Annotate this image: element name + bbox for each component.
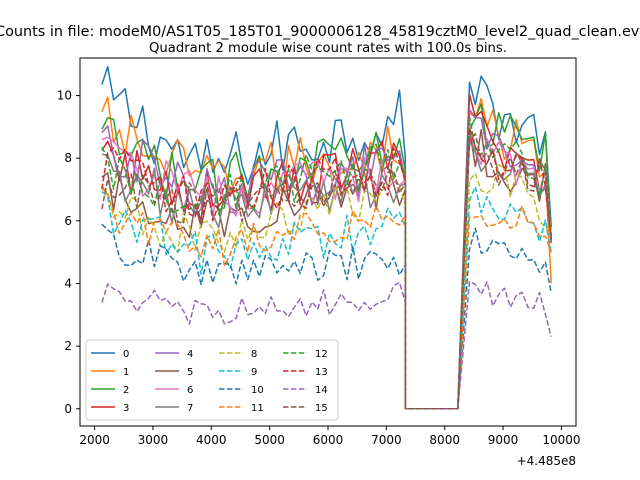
y-tick-label: 8 — [64, 151, 72, 165]
x-tick-label: 4000 — [196, 433, 227, 447]
y-tick-label: 6 — [64, 214, 72, 228]
legend-label-12: 12 — [315, 349, 328, 360]
x-tick-label: 8000 — [429, 433, 460, 447]
series-line-15 — [101, 133, 552, 410]
legend-label-1: 1 — [123, 367, 129, 378]
x-tick-label: 3000 — [138, 433, 169, 447]
series-line-12 — [101, 115, 552, 410]
x-tick-label: 10000 — [542, 433, 580, 447]
legend-label-10: 10 — [251, 385, 264, 396]
series-line-13 — [101, 127, 552, 410]
legend-label-8: 8 — [251, 349, 257, 360]
y-tick-label: 4 — [64, 276, 72, 290]
legend-label-5: 5 — [187, 367, 193, 378]
y-tick-label: 2 — [64, 339, 72, 353]
x-axis: 2000 3000 4000 5000 6000 7000 8000 9000 10000 — [79, 426, 581, 447]
x-tick-label: 6000 — [313, 433, 344, 447]
legend-label-14: 14 — [315, 385, 328, 396]
series-line-8 — [101, 164, 552, 410]
y-axis: 0 2 4 6 8 10 — [57, 89, 80, 416]
y-tick-label: 10 — [57, 89, 72, 103]
x-tick-label: 9000 — [488, 433, 519, 447]
series-line-10 — [101, 223, 552, 410]
x-tick-label: 2000 — [79, 433, 110, 447]
series-lines — [101, 65, 552, 410]
x-tick-label: 7000 — [371, 433, 402, 447]
series-line-14 — [101, 280, 552, 410]
legend-label-3: 3 — [123, 403, 129, 414]
series-line-9 — [101, 186, 552, 410]
y-tick-label: 0 — [64, 402, 72, 416]
x-tick-label: 5000 — [254, 433, 285, 447]
series-line-5 — [101, 127, 552, 410]
series-line-11 — [101, 185, 552, 410]
x-offset-label: +4.485e8 — [517, 454, 576, 468]
legend-label-11: 11 — [251, 403, 264, 414]
legend-label-15: 15 — [315, 403, 328, 414]
legend-label-13: 13 — [315, 367, 328, 378]
legend-label-2: 2 — [123, 385, 129, 396]
legend-label-4: 4 — [187, 349, 193, 360]
legend-label-6: 6 — [187, 385, 193, 396]
legend-label-7: 7 — [187, 403, 193, 414]
legend-box — [85, 339, 339, 421]
legend-label-0: 0 — [123, 349, 129, 360]
chart-title: Quadrant 2 module wise count rates with … — [149, 41, 507, 56]
figure-suptitle: Counts in file: modeM0/AS1T05_185T01_900… — [0, 24, 640, 40]
legend-label-9: 9 — [251, 367, 257, 378]
